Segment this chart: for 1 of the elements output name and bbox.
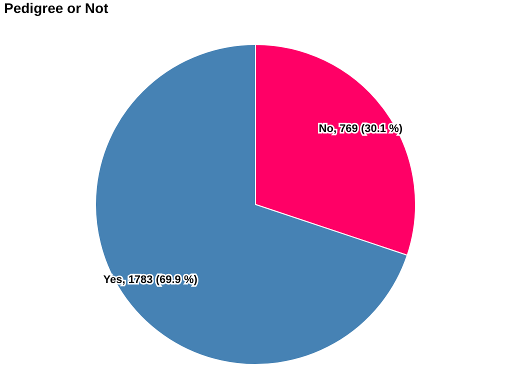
- chart-title: Pedigree or Not: [4, 0, 109, 16]
